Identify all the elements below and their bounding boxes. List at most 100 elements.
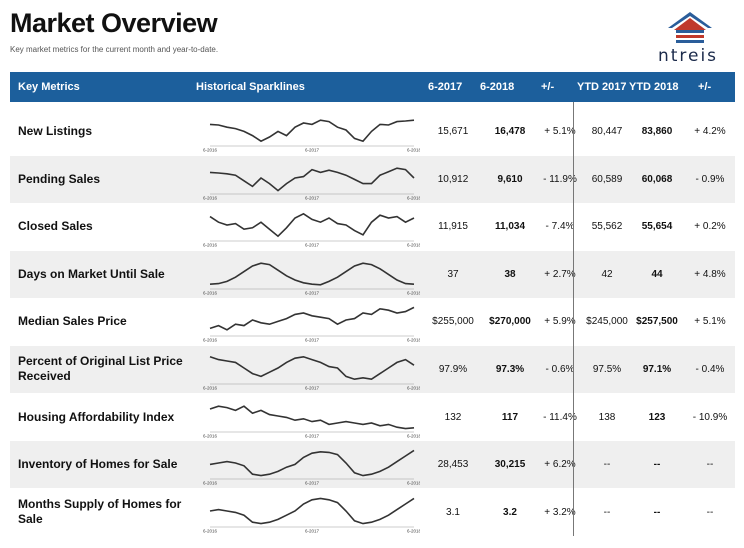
header-key-metrics: Key Metrics bbox=[18, 81, 80, 93]
table-row: Months Supply of Homes for Sale 6-2016 6-2… bbox=[10, 489, 735, 536]
metric-label: New Listings bbox=[18, 124, 93, 138]
metric-label: Months Supply of Homes for Sale bbox=[18, 496, 182, 526]
cell-ytd2017: 42 bbox=[601, 268, 613, 280]
cell-ytd-change: + 0.2% bbox=[694, 221, 726, 233]
cell-ytd-change: - 0.4% bbox=[695, 364, 725, 375]
metric-label: Pending Sales bbox=[18, 171, 101, 186]
sparkline-axis-label: 6-2017 bbox=[305, 386, 320, 391]
cell-ytd2017: 138 bbox=[598, 411, 616, 423]
sparkline: 6-2016 6-2017 6-2018 bbox=[203, 449, 420, 486]
sparkline-axis-label: 6-2018 bbox=[407, 433, 420, 438]
cell-m2018: 16,478 bbox=[494, 126, 526, 137]
cell-change: + 5.9% bbox=[544, 316, 576, 328]
sparkline: 6-2016 6-2017 6-2018 bbox=[203, 307, 420, 343]
table-row: New Listings 6-2016 6-2017 6-2018 15,671 16,4… bbox=[10, 108, 735, 155]
cell-m2017: 28,453 bbox=[437, 459, 469, 471]
metric-label: Inventory of Homes for Sale bbox=[18, 457, 178, 472]
page-subtitle: Key market metrics for the current month… bbox=[10, 45, 219, 54]
cell-m2017: 3.1 bbox=[446, 506, 460, 518]
cell-ytd-change: -- bbox=[706, 459, 714, 471]
sparkline-line bbox=[209, 449, 415, 477]
header-change: +/- bbox=[541, 81, 555, 93]
cell-ytd-change: + 4.8% bbox=[694, 268, 726, 280]
cell-ytd2017: -- bbox=[603, 506, 611, 518]
sparkline-axis-label: 6-2018 bbox=[407, 148, 420, 153]
cell-m2017: 10,912 bbox=[437, 173, 469, 185]
header-ytd-2017: YTD 2017 bbox=[577, 81, 627, 93]
sparkline: 6-2016 6-2017 6-2018 bbox=[203, 404, 420, 438]
sparkline-axis-label: 6-2016 bbox=[203, 528, 218, 533]
sparkline-axis-label: 6-2017 bbox=[305, 338, 320, 343]
sparkline-line bbox=[209, 213, 415, 238]
table-row: Inventory of Homes for Sale 6-2016 6-2017 6… bbox=[10, 441, 735, 489]
cell-ytd2017: $245,000 bbox=[586, 316, 628, 328]
ntreis-logo: ntreis bbox=[652, 8, 724, 66]
metric-label: Percent of Original List Price Received bbox=[18, 354, 183, 383]
cell-m2018: 97.3% bbox=[495, 364, 525, 375]
table-header: Key Metrics Historical Sparklines 6-2017… bbox=[10, 72, 735, 102]
sparkline-axis-label: 6-2018 bbox=[407, 243, 420, 248]
cell-ytd-change: + 4.2% bbox=[694, 126, 726, 137]
sparkline-axis-label: 6-2018 bbox=[407, 290, 420, 295]
cell-change: + 3.2% bbox=[544, 506, 576, 518]
table-row: Housing Affordability Index 6-2016 6-2017 6… bbox=[10, 394, 735, 441]
sparkline-line bbox=[209, 404, 415, 429]
sparkline: 6-2016 6-2017 6-2018 bbox=[203, 119, 420, 153]
cell-ytd-change: + 5.1% bbox=[694, 316, 726, 328]
sparkline-axis-label: 6-2016 bbox=[203, 433, 218, 438]
header-ytd-2018: YTD 2018 bbox=[629, 81, 679, 93]
cell-change: + 6.2% bbox=[544, 459, 576, 471]
metric-label: Median Sales Price bbox=[18, 314, 127, 329]
sparkline: 6-2016 6-2017 6-2018 bbox=[203, 213, 420, 248]
cell-m2018: 9,610 bbox=[497, 173, 523, 185]
table-row: Median Sales Price 6-2016 6-2017 6-2018 $255… bbox=[10, 298, 735, 345]
header-sparklines: Historical Sparklines bbox=[196, 81, 305, 93]
sparkline-axis-label: 6-2018 bbox=[407, 338, 420, 343]
cell-m2018: 117 bbox=[501, 411, 519, 423]
sparkline-axis-label: 6-2017 bbox=[305, 433, 320, 438]
sparkline-axis-label: 6-2016 bbox=[203, 386, 218, 391]
sparkline-axis-label: 6-2016 bbox=[203, 338, 218, 343]
header-6-2017: 6-2017 bbox=[428, 81, 463, 93]
sparkline-line bbox=[209, 355, 415, 381]
table-row: Days on Market Until Sale 6-2016 6-2017 6-2… bbox=[10, 250, 735, 298]
cell-ytd2018: -- bbox=[653, 506, 661, 518]
sparkline: 6-2016 6-2017 6-2018 bbox=[203, 497, 420, 533]
sparkline-line bbox=[209, 262, 415, 286]
house-icon bbox=[668, 12, 712, 43]
cell-ytd2018: 97.1% bbox=[642, 364, 672, 375]
sparkline-axis-label: 6-2017 bbox=[305, 528, 320, 533]
cell-m2017: 11,915 bbox=[438, 221, 468, 233]
cell-m2017: 97.9% bbox=[438, 364, 468, 375]
cell-ytd2017: 55,562 bbox=[591, 221, 623, 233]
sparkline-axis-label: 6-2018 bbox=[407, 195, 420, 200]
cell-ytd2018: -- bbox=[653, 459, 661, 471]
cell-m2017: 37 bbox=[447, 268, 459, 280]
cell-change: - 7.4% bbox=[545, 221, 575, 233]
cell-ytd2018: $257,500 bbox=[636, 316, 678, 328]
cell-change: - 11.9% bbox=[543, 173, 577, 185]
table-row: Closed Sales 6-2016 6-2017 6-2018 11,915 11,0… bbox=[10, 203, 735, 250]
cell-m2018: 11,034 bbox=[494, 221, 526, 233]
sparkline-line bbox=[209, 119, 415, 143]
cell-ytd2017: -- bbox=[603, 459, 611, 471]
table-row: Pending Sales 6-2016 6-2017 6-2018 10,912 9,6… bbox=[10, 155, 735, 203]
cell-change: + 5.1% bbox=[544, 126, 576, 137]
metric-label: Days on Market Until Sale bbox=[18, 266, 165, 281]
cell-m2017: $255,000 bbox=[432, 316, 474, 328]
sparkline: 6-2016 6-2017 6-2018 bbox=[203, 355, 420, 391]
cell-ytd2017: 60,589 bbox=[591, 173, 623, 185]
sparkline-axis-label: 6-2016 bbox=[203, 148, 218, 153]
table-row: Percent of Original List Price Received 6… bbox=[10, 346, 735, 393]
sparkline-axis-label: 6-2016 bbox=[203, 481, 218, 486]
sparkline-axis-label: 6-2016 bbox=[203, 290, 218, 295]
cell-m2018: $270,000 bbox=[489, 316, 531, 328]
sparkline-axis-label: 6-2016 bbox=[203, 243, 218, 248]
sparkline: 6-2016 6-2017 6-2018 bbox=[203, 166, 420, 200]
cell-ytd-change: -- bbox=[706, 506, 714, 518]
cell-ytd2017: 97.5% bbox=[592, 364, 622, 375]
sparkline-line bbox=[209, 166, 415, 192]
sparkline-axis-label: 6-2017 bbox=[305, 148, 320, 153]
cell-ytd2018: 44 bbox=[651, 268, 663, 280]
cell-change: - 0.6% bbox=[545, 364, 575, 375]
